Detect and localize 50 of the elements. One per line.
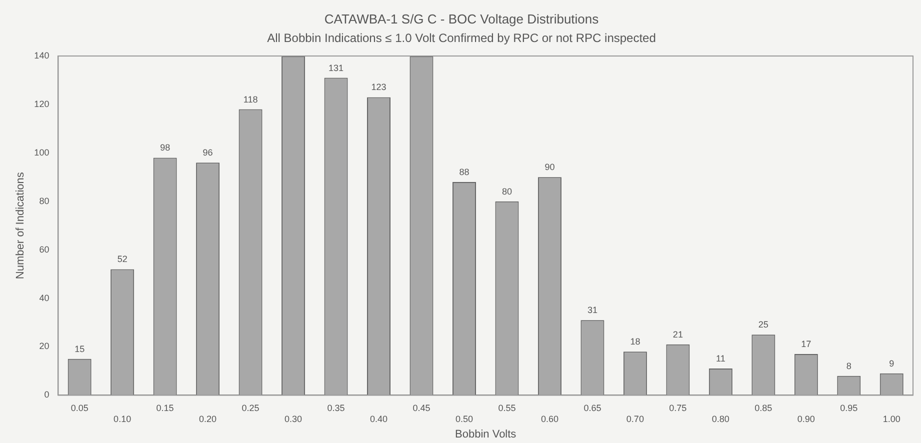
chart-title: CATAWBA-1 S/G C - BOC Voltage Distributions (324, 11, 600, 26)
data-label: 90 (544, 162, 555, 172)
x-tick-label: 1.00 (882, 414, 900, 424)
x-tick-label: 0.10 (114, 414, 132, 424)
x-tick-label: 0.70 (626, 414, 644, 424)
x-tick-label: 0.75 (669, 403, 687, 414)
x-tick-label: 0.60 (540, 414, 558, 424)
x-tick-label: 0.85 (754, 403, 772, 414)
x-tick-label: 0.05 (70, 403, 88, 414)
y-axis-title: Number of Indications (14, 172, 27, 280)
data-label: 17 (801, 338, 812, 349)
data-label: 25 (758, 320, 768, 330)
y-tick-label: 100 (34, 147, 50, 158)
data-label: 88 (459, 166, 470, 177)
x-tick-label: 0.15 (156, 403, 174, 414)
data-label: 52 (117, 254, 128, 264)
data-label: 96 (202, 148, 213, 158)
data-label: 11 (716, 354, 726, 364)
x-tick-label: 0.65 (584, 403, 602, 414)
x-tick-label: 0.50 (455, 414, 474, 424)
x-tick-label: 0.80 (712, 414, 730, 424)
data-label: 31 (587, 305, 598, 316)
y-tick-label: 60 (39, 244, 50, 254)
x-tick-label: 0.40 (370, 414, 388, 424)
data-label: 131 (328, 62, 344, 73)
data-label: 98 (160, 142, 170, 153)
data-label: 80 (502, 186, 512, 196)
x-tick-label: 0.55 (498, 403, 516, 414)
x-tick-label: 0.25 (242, 403, 260, 414)
x-axis-title: Bobbin Volts (455, 428, 517, 440)
data-label: 118 (243, 94, 258, 104)
y-tick-label: 20 (39, 341, 50, 352)
chart-subtitle: All Bobbin Indications ≤ 1.0 Volt Confirmed by RPC or not RPC inspected (267, 31, 656, 46)
y-tick-label: 80 (39, 196, 50, 206)
y-tick-label: 40 (39, 292, 50, 303)
x-tick-label: 0.30 (284, 414, 302, 424)
data-label: 15 (74, 344, 85, 354)
data-label: 123 (371, 82, 386, 92)
data-label: 9 (889, 358, 894, 368)
y-tick-label: 0 (44, 390, 50, 400)
x-tick-label: 0.35 (327, 403, 345, 414)
data-label: 18 (630, 336, 640, 347)
y-tick-label: 140 (34, 50, 50, 60)
x-tick-label: 0.95 (840, 403, 858, 414)
x-tick-label: 0.90 (797, 414, 815, 424)
data-label: 8 (846, 360, 852, 371)
x-tick-label: 0.20 (199, 414, 217, 424)
x-tick-label: 0.45 (412, 403, 430, 414)
y-tick-label: 120 (34, 98, 50, 109)
data-label: 21 (672, 329, 683, 340)
